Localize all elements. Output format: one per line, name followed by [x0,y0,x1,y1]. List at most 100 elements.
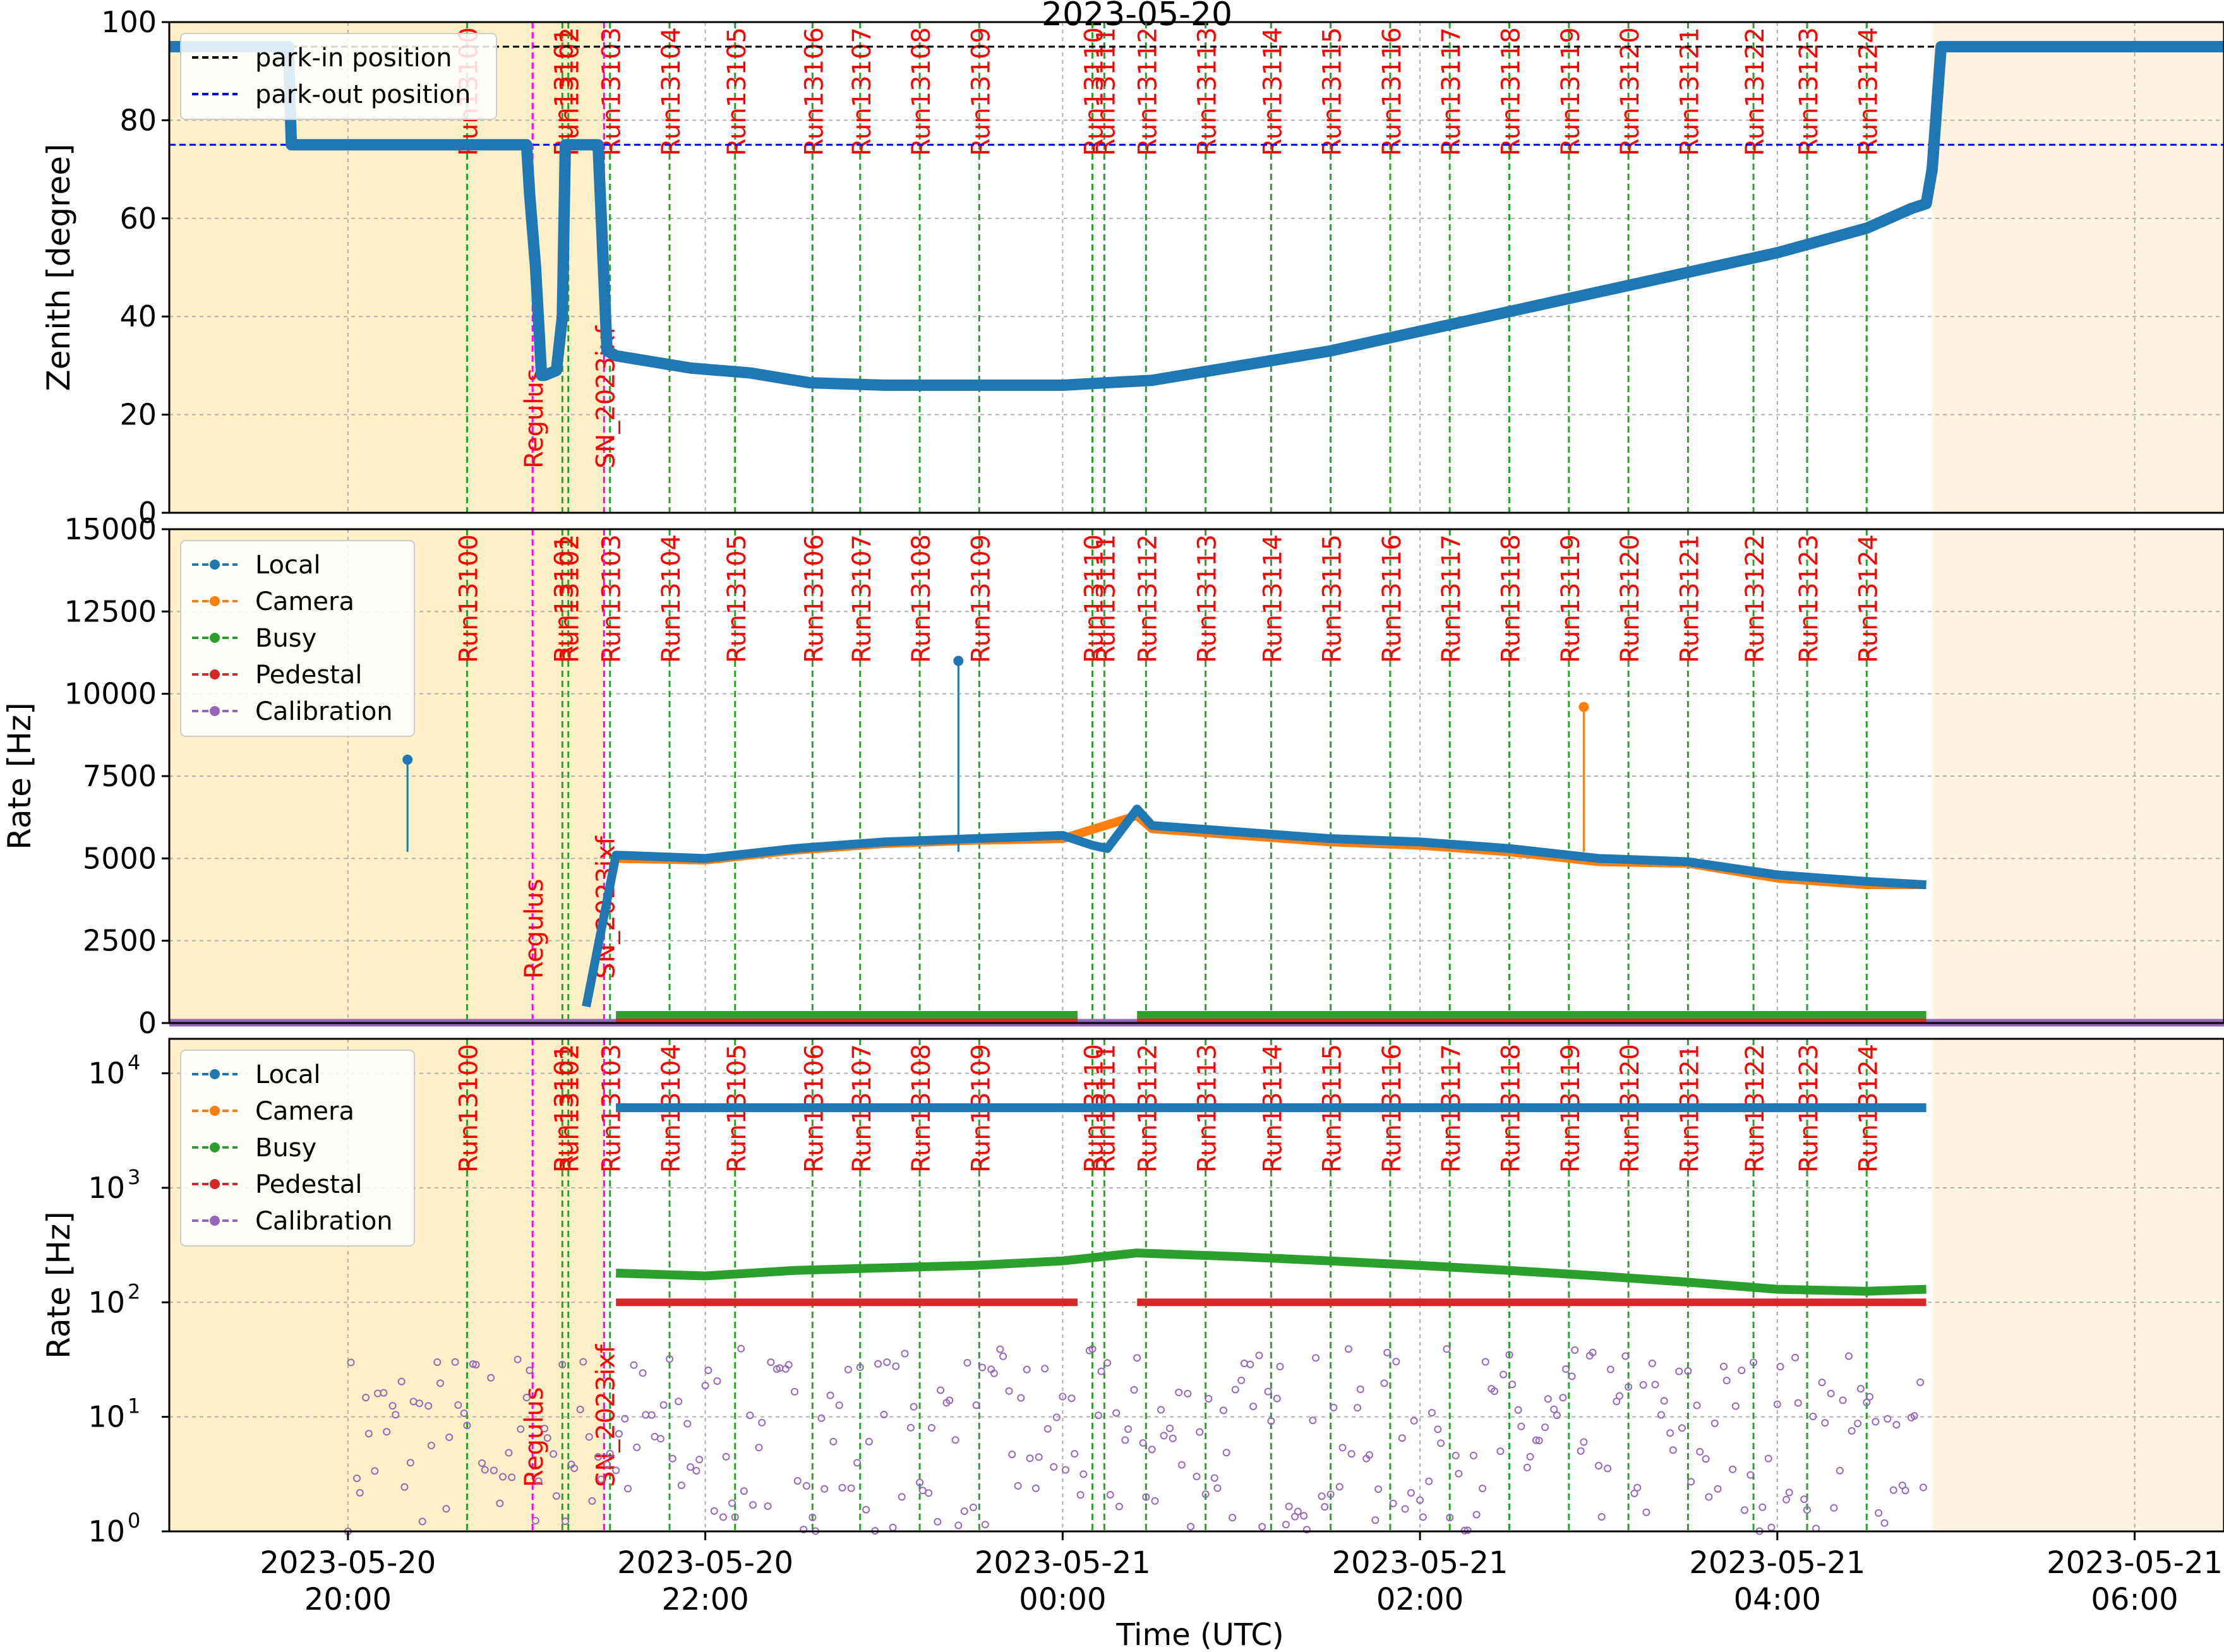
calibration-point [829,1437,838,1446]
run-label: Run13120 [1616,27,1645,156]
calibration-point [1568,1372,1576,1380]
calibration-point [531,1516,539,1524]
legend-label: Camera [255,587,354,616]
calibration-point [1594,1462,1602,1470]
legend-label: Calibration [255,1207,393,1236]
calibration-point [1097,1367,1105,1375]
calibration-point [1071,1450,1079,1458]
calibration-point [1469,1451,1477,1459]
run-label: Run13106 [800,534,829,663]
calibration-point [826,1391,834,1399]
calibration-point [362,1394,370,1402]
y-tick-exponent: 3 [128,1165,140,1189]
run-label: Run13104 [657,534,686,663]
calibration-point [1500,1370,1508,1379]
calibration-point [755,1444,763,1452]
calibration-point [1043,1425,1052,1433]
calibration-point [1746,1471,1755,1479]
calibration-point [704,1367,712,1375]
calibration-point [791,1387,799,1396]
calibration-point [1705,1493,1713,1501]
calibration-point [1187,1523,1195,1531]
calibration-point [1410,1416,1418,1425]
y-tick-exponent: 1 [128,1394,140,1418]
calibration-point [630,1361,638,1369]
run-label: Run13104 [657,27,686,156]
legend-marker [210,633,220,643]
calibration-point [1872,1418,1880,1426]
calibration-point [1562,1365,1570,1374]
calibration-point [1740,1506,1748,1514]
calibration-point [1175,1389,1183,1397]
calibration-point [1344,1345,1352,1353]
calibration-point [588,1497,596,1505]
calibration-point [400,1483,409,1491]
calibration-point [1166,1424,1174,1432]
run-label: Run13111 [1091,534,1121,663]
calibration-point [1023,1365,1031,1374]
calibration-point [817,1414,826,1422]
calibration-point [392,1411,400,1419]
calibration-point [514,1355,522,1363]
calibration-point [1580,1438,1588,1446]
spike-point [953,655,964,666]
calibration-point [1785,1488,1793,1497]
calibration-point [639,1369,647,1377]
calibration-point [954,1521,963,1529]
calibration-point [1213,1484,1222,1492]
y-tick-label: 0 [138,1006,157,1040]
calibration-point [454,1401,462,1409]
y-tick-label: 10 [88,1400,125,1434]
calibration-point [844,1365,852,1374]
calibration-point [1237,1376,1246,1384]
calibration-point [1258,1523,1266,1531]
calibration-point [496,1499,504,1507]
calibration-point [865,1437,873,1446]
calibration-point [1505,1351,1513,1359]
y-tick-label: 100 [101,5,157,39]
y-tick-label: 10 [88,1171,125,1205]
run-label: Run13107 [848,534,877,663]
calibration-point [1464,1526,1472,1535]
y-tick-label: 10 [88,1056,125,1091]
calibration-point [1615,1392,1623,1400]
calibration-point [1630,1489,1638,1497]
calibration-point [1541,1423,1549,1432]
calibration-point [675,1398,683,1406]
calibration-point [1773,1400,1781,1408]
calibration-point [508,1473,516,1481]
calibration-point [1764,1454,1772,1463]
legend-box [180,540,415,737]
calibration-point [1300,1512,1308,1520]
calibration-point [1678,1424,1686,1432]
calibration-point [1803,1506,1811,1514]
calibration-point [1625,1383,1633,1391]
calibration-point [1776,1363,1784,1371]
calibration-point [1830,1504,1838,1512]
y-tick-exponent: 4 [128,1051,140,1075]
calibration-point [1729,1465,1737,1473]
calibration-point [1354,1404,1362,1412]
calibration-point [1443,1345,1451,1353]
calibration-point [1856,1385,1865,1393]
calibration-point [901,1350,909,1358]
calibration-point [1041,1365,1049,1373]
calibration-point [1428,1409,1436,1417]
calibration-point [802,1481,810,1490]
calibration-point [1722,1377,1731,1385]
calibration-point [1523,1463,1531,1471]
calibration-point [433,1358,442,1367]
calibration-point [1738,1367,1746,1375]
calibration-point [424,1402,433,1410]
run-label: Run13118 [1497,27,1526,156]
calibration-point [1606,1365,1614,1374]
x-tick-date: 2023-05-21 [975,1545,1151,1581]
calibration-point [1910,1412,1918,1420]
y-tick-label: 5000 [83,841,157,875]
axes-frame [168,21,2224,514]
calibration-point [576,1405,584,1413]
run-label: Run13114 [1258,534,1287,663]
calibration-point [1347,1450,1355,1458]
calibration-point [624,1485,632,1493]
calibration-point [1017,1394,1025,1402]
